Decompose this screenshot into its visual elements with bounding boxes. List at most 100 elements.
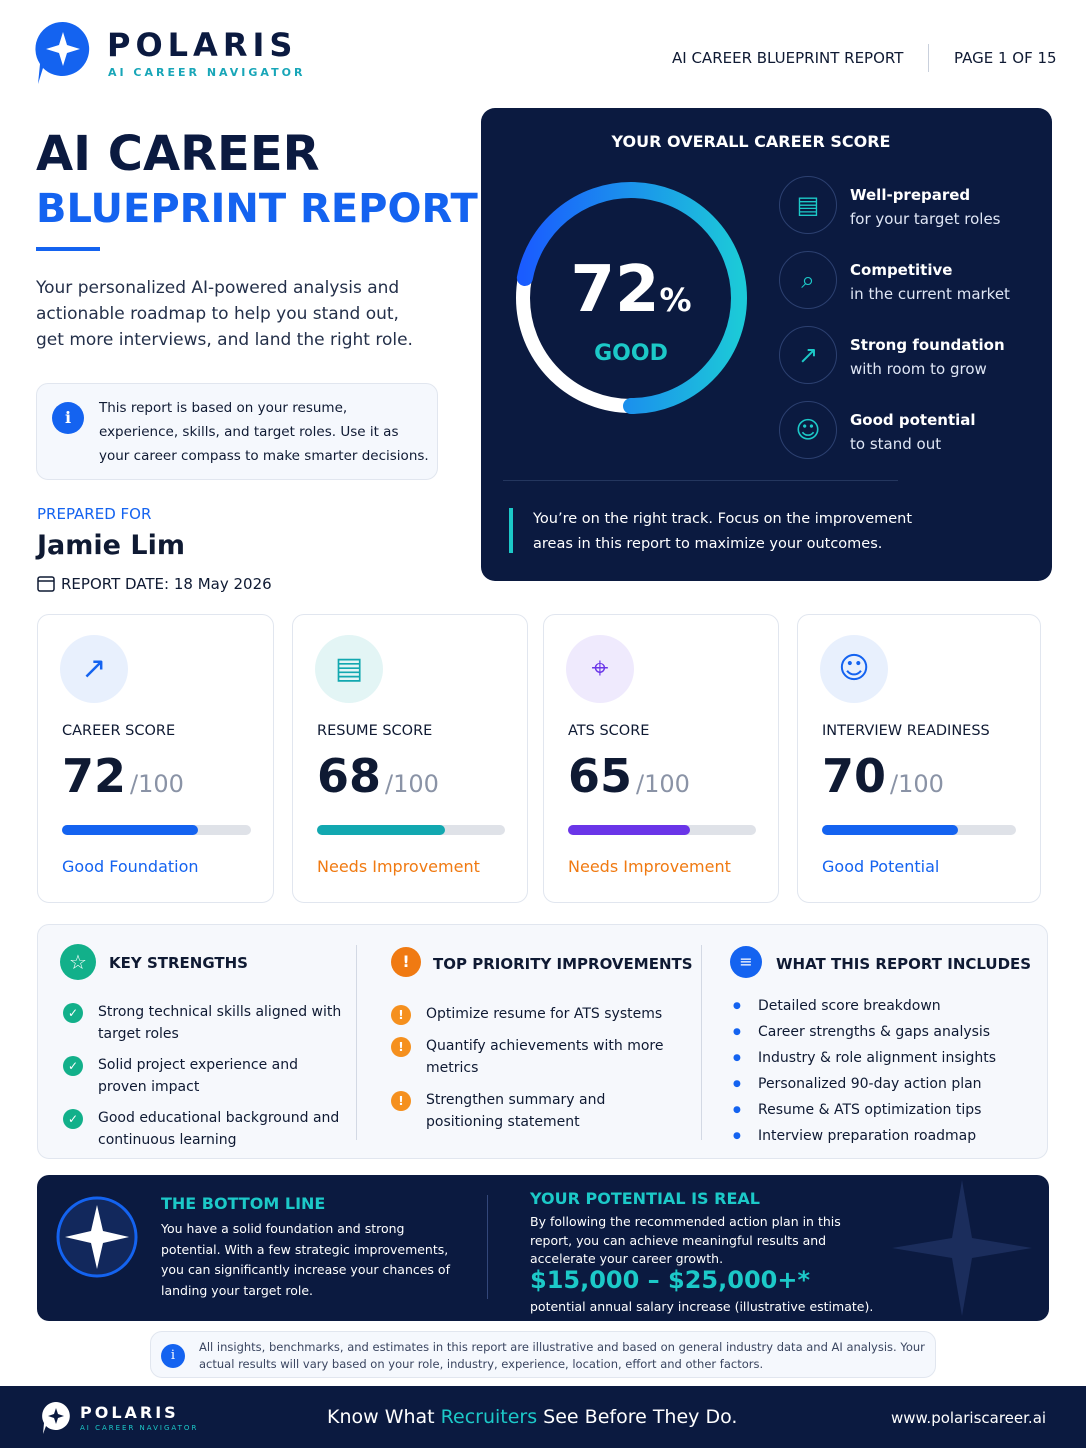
- slogan-highlight: Recruiters: [440, 1406, 538, 1428]
- item-text: Interview preparation roadmap: [758, 1128, 977, 1144]
- name: Jamie Lim: [37, 530, 185, 561]
- score-number: 72: [62, 749, 127, 803]
- score-unit: %: [659, 281, 692, 319]
- compass-icon: [56, 1196, 138, 1278]
- bullet: !: [391, 1037, 411, 1057]
- item-icon: ⌕: [779, 251, 837, 309]
- amount-note: potential annual salary increase (illust…: [530, 1299, 874, 1314]
- item-icon: ↗: [779, 326, 837, 384]
- bullet: ✓: [63, 1109, 83, 1129]
- list-item: ● Career strengths & gaps analysis: [733, 1021, 1033, 1043]
- bottom-text: You have a solid foundation and strong p…: [161, 1221, 450, 1298]
- list-item: ● Interview preparation roadmap: [733, 1125, 1033, 1147]
- item-subtitle: in the current market: [850, 285, 1010, 303]
- card-status: Needs Improvement: [317, 857, 480, 876]
- prepared-label: PREPARED FOR: [37, 505, 152, 523]
- calendar-icon: [37, 576, 55, 592]
- strengths-title: KEY STRENGTHS: [109, 954, 248, 972]
- item-subtitle: for your target roles: [850, 210, 1001, 228]
- panel-heading: YOUR OVERALL CAREER SCORE: [611, 132, 891, 151]
- footer-brand: POLARIS: [80, 1403, 179, 1422]
- list-item: ● Industry & role alignment insights: [733, 1047, 1033, 1069]
- bullet: ●: [733, 1001, 741, 1011]
- item-title: Well-prepared: [850, 186, 971, 204]
- footer-logo: [42, 1402, 70, 1434]
- item-title: Strong foundation: [850, 336, 1005, 354]
- card-score: 68/100: [317, 749, 439, 803]
- score-max: /100: [636, 770, 690, 798]
- score-max: /100: [890, 770, 944, 798]
- item-text: Strengthen summary and positioning state…: [426, 1092, 606, 1130]
- list-item: ✓ Solid project experience and proven imp…: [63, 1054, 343, 1098]
- score-number: 68: [317, 749, 382, 803]
- bar-track: [568, 825, 756, 835]
- logo-icon: [35, 21, 90, 84]
- card-status: Needs Improvement: [568, 857, 731, 876]
- score-number: 65: [568, 749, 633, 803]
- star-icon: ☆: [60, 944, 96, 980]
- card-icon: ☺: [820, 635, 888, 703]
- list-item: ● Personalized 90-day action plan: [733, 1073, 1033, 1095]
- disclaimer: All insights, benchmarks, and estimates …: [199, 1340, 925, 1371]
- item-icon: ☺: [779, 401, 837, 459]
- strengths-list: ✓ Strong technical skills aligned with ta…: [63, 1001, 343, 1160]
- potential-title: YOUR POTENTIAL IS REAL: [530, 1189, 760, 1208]
- item-text: Personalized 90-day action plan: [758, 1076, 982, 1092]
- bar-track: [62, 825, 251, 835]
- bullet: ●: [733, 1079, 741, 1089]
- rating: GOOD: [594, 341, 668, 366]
- accent-bar: [509, 508, 513, 553]
- star-decoration: [892, 1180, 1032, 1316]
- bar-track: [822, 825, 1016, 835]
- list-item: ✓ Strong technical skills aligned with ta…: [63, 1001, 343, 1045]
- bullet: ●: [733, 1105, 741, 1115]
- item-text: Solid project experience and proven impa…: [98, 1057, 298, 1095]
- footer: POLARIS AI CAREER NAVIGATOR Know What Re…: [0, 1386, 1086, 1448]
- card-status: Good Potential: [822, 857, 940, 876]
- list-item: ! Optimize resume for ATS systems: [391, 1003, 681, 1025]
- bottom-panel: THE BOTTOM LINE You have a solid foundat…: [37, 1175, 1049, 1321]
- bullet: !: [391, 1091, 411, 1111]
- intro: Your personalized AI-powered analysis an…: [36, 278, 413, 350]
- summary-panel: ☆ KEY STRENGTHS ! TOP PRIORITY IMPROVEME…: [37, 924, 1048, 1159]
- item-title: Competitive: [850, 261, 953, 279]
- card-score: 70/100: [822, 749, 944, 803]
- includes-list: ● Detailed score breakdown ● Career strengt…: [733, 995, 1033, 1151]
- alert-icon: !: [391, 947, 421, 977]
- item-subtitle: to stand out: [850, 435, 942, 453]
- list-item: ! Strengthen summary and positioning stat…: [391, 1089, 681, 1133]
- bar-fill: [317, 825, 445, 835]
- score-max: /100: [385, 770, 439, 798]
- title-line2: BLUEPRINT REPORT: [36, 186, 478, 232]
- bullet: ●: [733, 1131, 741, 1141]
- card-label: RESUME SCORE: [317, 723, 433, 739]
- note: This report is based on your resume, exp…: [99, 400, 429, 464]
- divider: [356, 945, 357, 1140]
- brand: POLARIS: [107, 26, 298, 64]
- item-text: Good educational background and continuo…: [98, 1110, 340, 1148]
- divider: [701, 945, 702, 1140]
- list-item: ● Resume & ATS optimization tips: [733, 1099, 1033, 1121]
- card-label: ATS SCORE: [568, 723, 650, 739]
- info-icon: i: [52, 402, 84, 434]
- item-text: Resume & ATS optimization tips: [758, 1102, 982, 1118]
- score-value: 72%: [511, 253, 751, 327]
- item-text: Quantify achievements with more metrics: [426, 1038, 664, 1076]
- score-number: 70: [822, 749, 887, 803]
- bullet: ●: [733, 1027, 741, 1037]
- footer-url: www.polariscareer.ai: [891, 1409, 1047, 1427]
- panel-message: You’re on the right track. Focus on the …: [533, 511, 913, 552]
- potential-text: By following the recommended action plan…: [530, 1214, 841, 1266]
- item-text: Industry & role alignment insights: [758, 1050, 997, 1066]
- underline: [36, 247, 100, 251]
- item-text: Optimize resume for ATS systems: [426, 1006, 663, 1022]
- page-number: PAGE 1 OF 15: [954, 49, 1057, 67]
- slogan: Know What Recruiters See Before They Do.: [327, 1406, 737, 1428]
- improvements-title: TOP PRIORITY IMPROVEMENTS: [433, 955, 693, 973]
- salary-amount: $15,000 – $25,000+*: [530, 1266, 810, 1294]
- card-label: INTERVIEW READINESS: [822, 723, 990, 739]
- item-title: Good potential: [850, 411, 976, 429]
- score-card: ↗ CAREER SCORE 72/100 Good Foundation: [37, 614, 274, 903]
